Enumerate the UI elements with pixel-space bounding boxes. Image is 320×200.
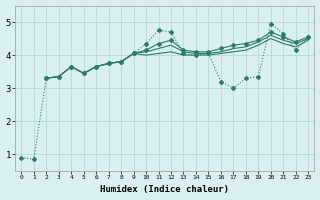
X-axis label: Humidex (Indice chaleur): Humidex (Indice chaleur) (100, 185, 229, 194)
